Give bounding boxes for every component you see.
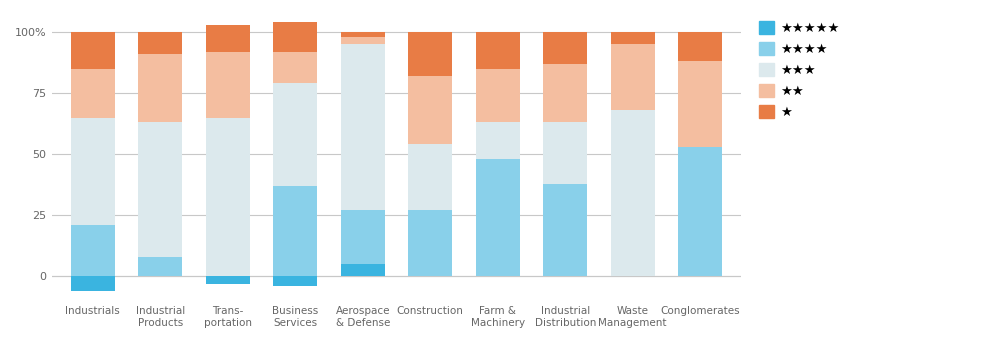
Bar [476,32,520,69]
Bar [71,32,114,69]
Bar [543,184,587,276]
Bar [71,118,114,225]
Bar [274,276,317,286]
Bar [476,159,520,276]
Bar [206,52,250,118]
Bar [543,32,587,64]
Bar [340,264,385,276]
Bar [340,32,385,37]
Bar [611,44,654,110]
Bar [408,32,453,76]
Bar [543,64,587,122]
Bar [138,122,182,257]
Bar [206,25,250,52]
Bar [138,54,182,122]
Bar [274,186,317,276]
Bar [678,32,722,61]
Bar [476,69,520,122]
Bar [408,144,453,211]
Bar [408,76,453,144]
Bar [206,276,250,284]
Bar [71,225,114,276]
Bar [340,37,385,44]
Bar [543,122,587,184]
Bar [138,257,182,276]
Bar [71,69,114,118]
Bar [408,211,453,276]
Bar [611,110,654,276]
Bar [611,32,654,44]
Bar [274,83,317,186]
Bar [678,61,722,147]
Bar [274,52,317,83]
Legend: ★★★★★, ★★★★, ★★★, ★★, ★: ★★★★★, ★★★★, ★★★, ★★, ★ [754,16,845,125]
Bar [206,118,250,276]
Bar [678,147,722,276]
Bar [138,32,182,54]
Bar [71,276,114,291]
Bar [476,122,520,159]
Bar [274,22,317,52]
Bar [340,211,385,264]
Bar [340,44,385,211]
